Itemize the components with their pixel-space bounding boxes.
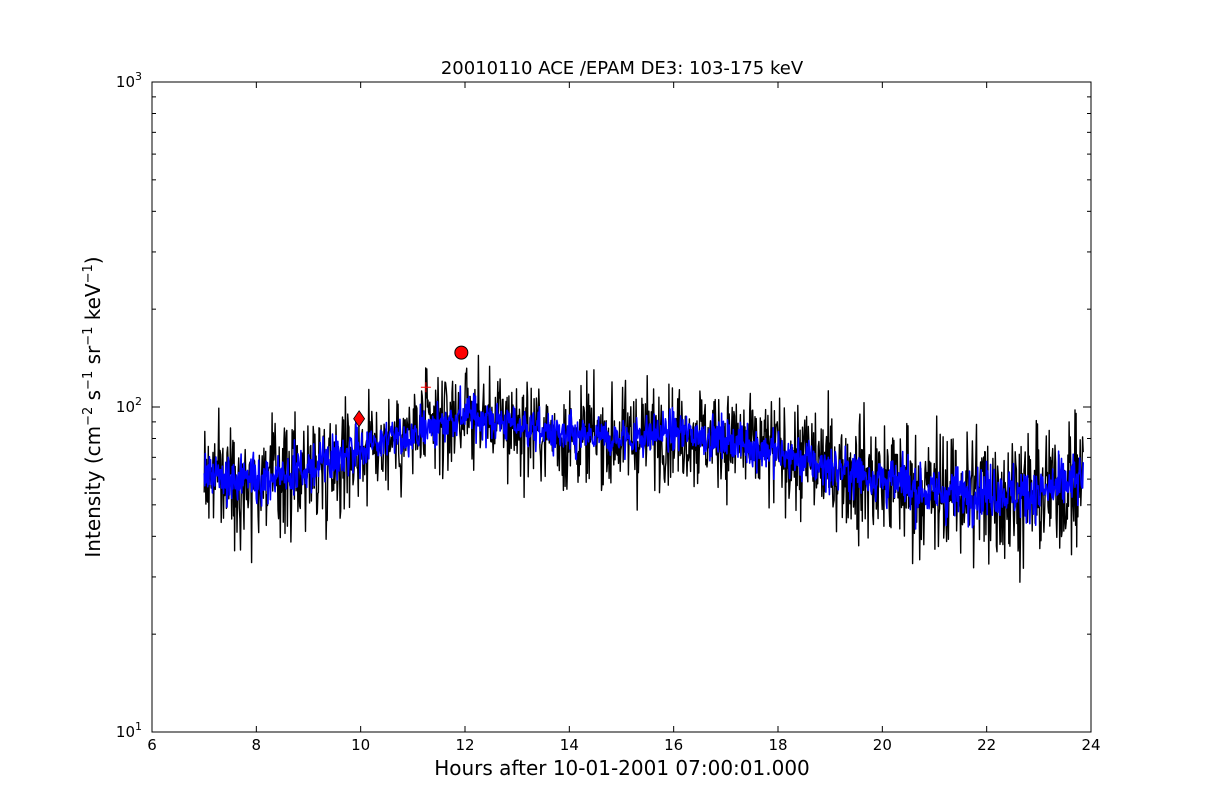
chart-title: 20010110 ACE /EPAM DE3: 103-175 keV: [441, 58, 804, 79]
x-tick-label: 6: [147, 736, 157, 754]
x-tick-label: 24: [1081, 736, 1100, 754]
x-tick-label: 10: [351, 736, 370, 754]
marker-layer: [353, 345, 469, 428]
event-marker-diamond: [353, 410, 366, 428]
data-layer: [203, 354, 1084, 583]
y-tick-label: 102: [116, 395, 142, 416]
y-axis-label: Intensity (cm−2 s−1 sr−1 keV−1): [81, 256, 105, 557]
y-tick-label: 101: [116, 720, 142, 741]
x-tick-label: 18: [768, 736, 787, 754]
x-tick-label: 16: [664, 736, 683, 754]
y-tick-label: 103: [116, 70, 142, 91]
x-tick-label: 20: [873, 736, 892, 754]
x-axis: 6 8 10 12 14 16 18 20 22 24: [147, 82, 1101, 754]
x-tick-label: 22: [977, 736, 996, 754]
x-tick-label: 8: [252, 736, 262, 754]
x-tick-label: 12: [455, 736, 474, 754]
series-line-1: [203, 385, 1084, 530]
y-axis: 101 102 103: [116, 70, 1091, 741]
x-axis-label: Hours after 10-01-2001 07:00:01.000: [434, 756, 810, 780]
x-tick-label: 14: [560, 736, 579, 754]
event-marker-plus: [420, 382, 431, 393]
event-marker-circle: [454, 345, 469, 360]
